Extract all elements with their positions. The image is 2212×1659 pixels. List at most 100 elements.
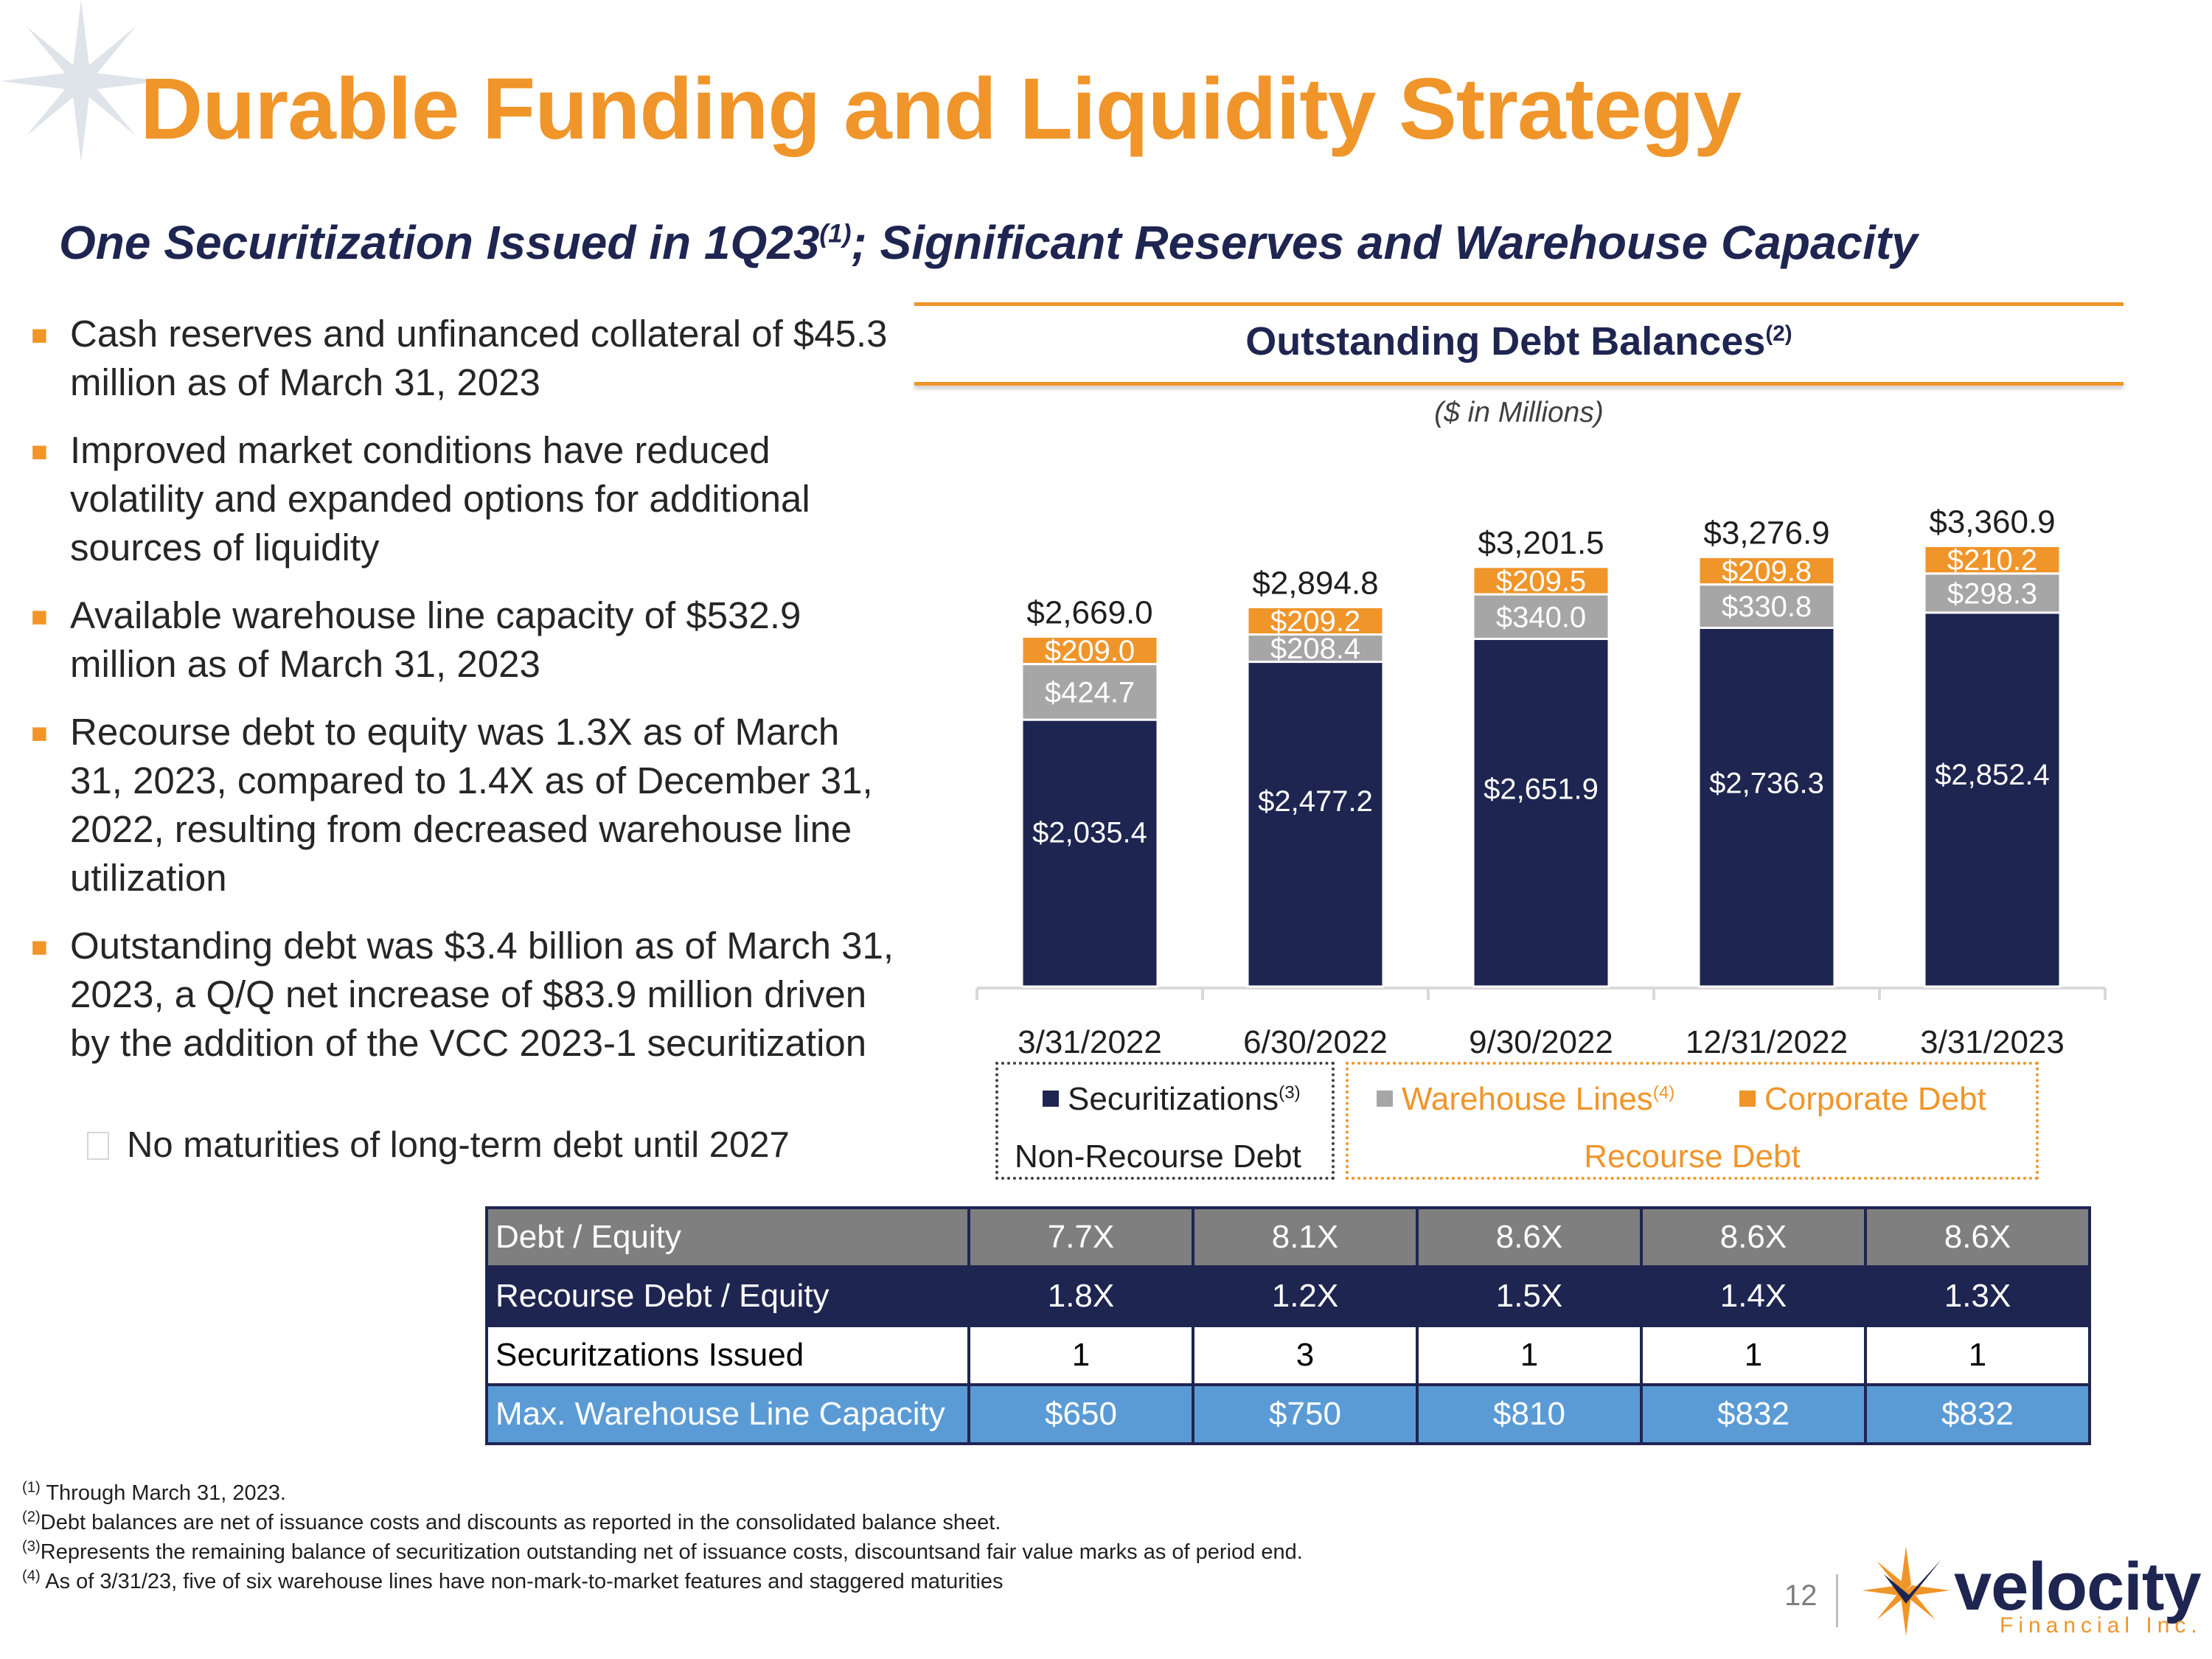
sub-bullet-box-icon	[87, 1132, 109, 1160]
table-cell: 1.5X	[1416, 1265, 1643, 1327]
bullet-square-icon: ■	[31, 718, 48, 749]
page-title: Durable Funding and Liquidity Strategy	[140, 60, 1742, 158]
bar-segment-securitizations	[1472, 637, 1610, 988]
data-label: $330.8	[1722, 591, 1812, 623]
footnote-mark: (1)	[22, 1479, 41, 1496]
table-cell: 1	[967, 1324, 1194, 1386]
footnote-mark: (4)	[22, 1568, 41, 1585]
total-label: $2,894.8	[1252, 565, 1378, 601]
bar-segment-warehouse-lines	[1020, 663, 1159, 721]
table-cell: $832	[1640, 1383, 1867, 1445]
chart-title-rule-top	[914, 302, 2124, 306]
total-label: $3,276.9	[1703, 515, 1829, 551]
data-label: $208.4	[1270, 633, 1360, 665]
chart-units: ($ in Millions)	[1434, 397, 1604, 428]
bullet-text: Recourse debt to equity was 1.3X as of M…	[70, 711, 873, 899]
footnote-text: Through March 31, 2023.	[46, 1481, 286, 1505]
background-star-graphic	[0, 0, 162, 162]
subtitle-text-after: ; Significant Reserves and Warehouse Cap…	[851, 216, 1918, 269]
table-cell: 1	[1416, 1324, 1643, 1386]
total-label: $2,669.0	[1026, 594, 1152, 630]
bullet-item: ■ Cash reserves and unfinanced collateral…	[29, 310, 900, 407]
legend-item-corporate-debt: Corporate Debt	[1739, 1081, 1986, 1118]
data-label: $2,736.3	[1709, 767, 1824, 799]
data-label: $2,651.9	[1484, 773, 1599, 805]
bullet-item: ■ Outstanding debt was $3.4 billion as of…	[29, 922, 900, 1068]
bar-segment-warehouse-lines	[1472, 593, 1610, 640]
legend-footnote-ref: (4)	[1652, 1082, 1675, 1103]
debt-balance-chart: $2,035.4 $424.7 $209.0 $2,669.0 3/31/2022 $2,…	[975, 504, 2107, 1060]
legend-swatch-corporate	[1739, 1091, 1756, 1107]
data-label: $2,477.2	[1258, 785, 1373, 818]
footnote: (1) Through March 31, 2023.	[22, 1478, 1303, 1508]
legend-item-warehouse-lines: Warehouse Lines(4)	[1377, 1081, 1674, 1118]
bullet-text: Improved market conditions have reduced …	[70, 429, 810, 568]
row-label: Recourse Debt / Equity	[485, 1265, 970, 1327]
subtitle-footnote-ref: (1)	[819, 219, 852, 248]
table-cell: 1	[1864, 1324, 2091, 1386]
table-cell: 1.4X	[1640, 1265, 1867, 1327]
sub-bullet-text: No maturities of long-term debt until 20…	[127, 1125, 790, 1165]
legend-label-warehouse: Warehouse Lines	[1402, 1081, 1653, 1117]
chart-title: Outstanding Debt Balances(2)	[914, 319, 2124, 364]
bar-segment-corporate-debt	[1697, 555, 1836, 586]
x-tick-label: 12/31/2022	[1686, 1024, 1848, 1060]
bullet-square-icon: ■	[31, 437, 48, 467]
bar-segment-securitizations	[1020, 718, 1159, 988]
table-cell: 7.7X	[967, 1206, 1194, 1268]
footnote-text: As of 3/31/23, five of six warehouse lin…	[45, 1570, 1004, 1593]
legend-recourse-group: Warehouse Lines(4) Corporate Debt Recour…	[1346, 1062, 2039, 1180]
legend-label-corporate: Corporate Debt	[1764, 1081, 1986, 1117]
table-cell: 8.6X	[1640, 1206, 1867, 1268]
bullet-square-icon: ■	[31, 932, 48, 963]
table-cell: 1.8X	[967, 1265, 1194, 1327]
data-label: $209.8	[1722, 555, 1812, 588]
bar-segment-corporate-debt	[1472, 566, 1610, 596]
legend-swatch-warehouse	[1377, 1091, 1393, 1107]
data-label: $209.5	[1496, 565, 1586, 597]
row-label: Max. Warehouse Line Capacity	[485, 1383, 970, 1445]
legend-footnote-ref: (3)	[1279, 1082, 1301, 1103]
table-row: Debt / Equity 7.7X 8.1X 8.6X 8.6X 8.6X	[485, 1206, 2091, 1268]
bar-segment-corporate-debt	[1020, 635, 1159, 666]
table-cell: 3	[1192, 1324, 1419, 1386]
page-number: 12	[1784, 1579, 1818, 1612]
data-label: $340.0	[1496, 601, 1586, 633]
bullet-item: ■ Improved market conditions have reduced…	[29, 426, 900, 572]
bar-segment-warehouse-lines	[1697, 583, 1836, 629]
page-divider	[1836, 1574, 1838, 1627]
table-cell: $832	[1864, 1383, 2091, 1445]
logo-subtitle: Financial Inc.	[2000, 1613, 2202, 1638]
bullet-item: ■ Available warehouse line capacity of $5…	[29, 591, 900, 689]
bar-segment-securitizations	[1246, 661, 1385, 988]
bullet-text: Outstanding debt was $3.4 billion as of …	[70, 925, 894, 1064]
velocity-star-logo-icon	[1862, 1546, 1950, 1636]
footnote: (2)Debt balances are net of issuance cos…	[22, 1508, 1303, 1537]
footnote-text: Represents the remaining balance of secu…	[40, 1540, 1303, 1564]
bullet-square-icon: ■	[31, 320, 48, 351]
row-label: Securitzations Issued	[485, 1324, 970, 1386]
table-cell: 8.6X	[1864, 1206, 2091, 1268]
bullet-text: Cash reserves and unfinanced collateral …	[70, 313, 888, 403]
data-label: $2,852.4	[1935, 759, 2050, 791]
footnote: (3)Represents the remaining balance of s…	[22, 1537, 1303, 1567]
footnote-mark: (3)	[22, 1538, 41, 1555]
bullet-square-icon: ■	[31, 602, 48, 633]
table-cell: $750	[1192, 1383, 1419, 1445]
table-cell: $650	[967, 1383, 1194, 1445]
table-cell: 1.3X	[1864, 1265, 2091, 1327]
data-label: $424.7	[1045, 676, 1135, 709]
data-label: $298.3	[1947, 577, 2037, 610]
table-cell: 1.2X	[1192, 1265, 1419, 1327]
ratio-table: Debt / Equity 7.7X 8.1X 8.6X 8.6X 8.6X R…	[485, 1206, 2091, 1445]
table-row: Securitzations Issued 1 3 1 1 1	[485, 1324, 2091, 1386]
footnote-mark: (2)	[22, 1509, 41, 1526]
page-subtitle: One Securitization Issued in 1Q23(1); Si…	[59, 215, 1918, 270]
bar-segment-warehouse-lines	[1246, 633, 1385, 664]
bar-segment-securitizations	[1697, 626, 1836, 988]
footnotes: (1) Through March 31, 2023. (2)Debt bala…	[22, 1478, 1303, 1596]
x-tick-label: 3/31/2023	[1920, 1024, 2065, 1060]
data-label: $210.2	[1947, 544, 2037, 577]
table-row: Recourse Debt / Equity 1.8X 1.2X 1.5X 1.…	[485, 1265, 2091, 1327]
legend-swatch-securitizations	[1043, 1091, 1059, 1107]
